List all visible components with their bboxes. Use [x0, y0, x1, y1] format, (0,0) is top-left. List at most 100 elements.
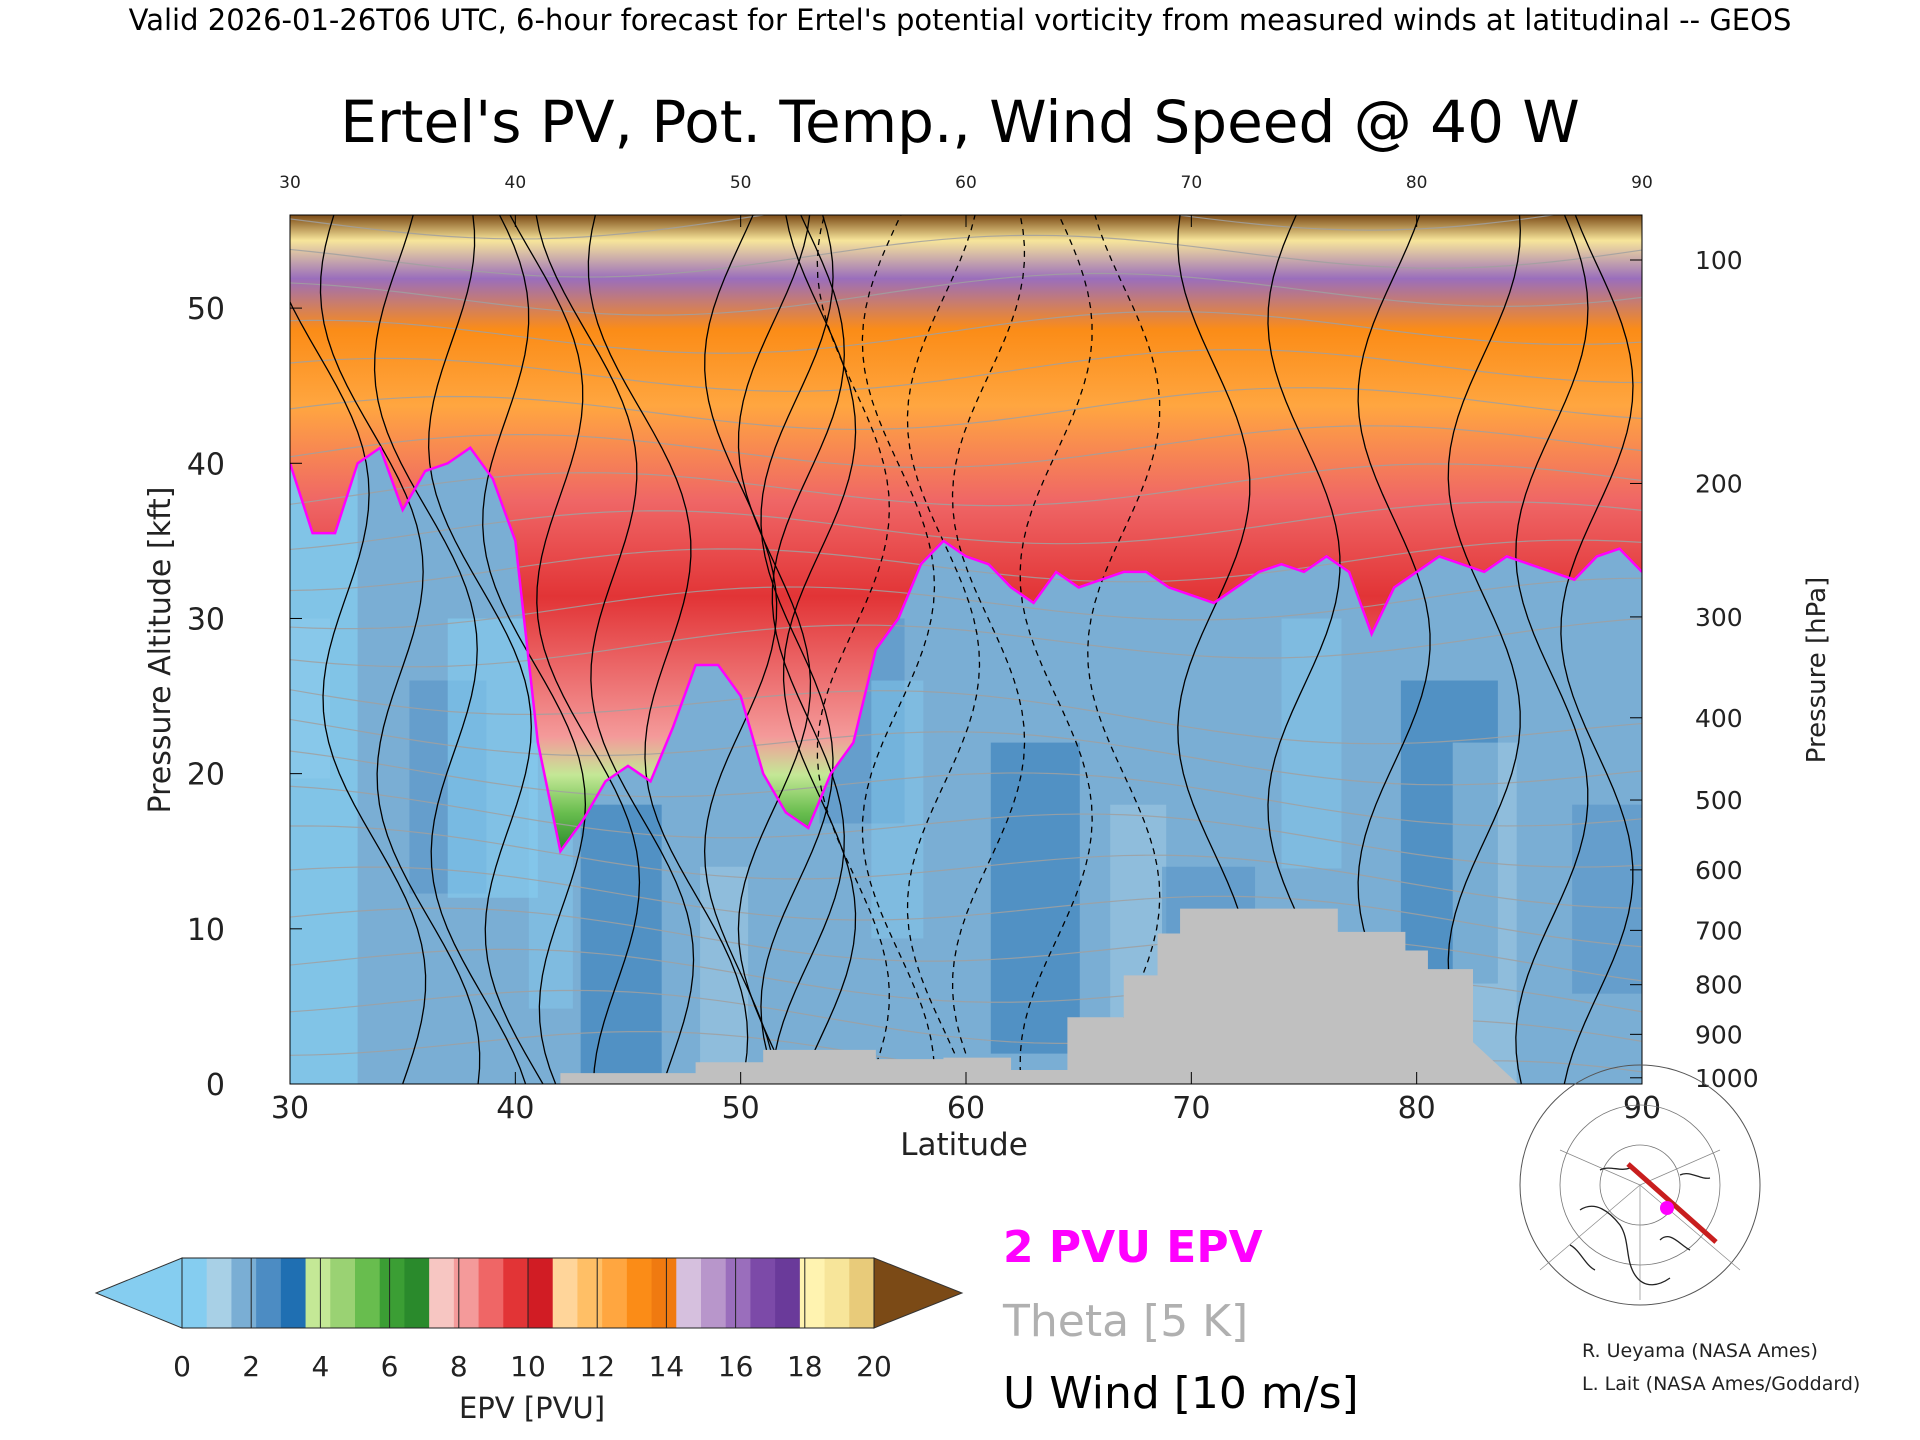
- troposphere-patch: [1281, 618, 1342, 869]
- colorbar-swatch: [503, 1258, 529, 1328]
- troposphere-patch: [990, 742, 1080, 1054]
- colorbar-under-arrow: [94, 1257, 183, 1329]
- u-wind-contour-line: [1087, 215, 1161, 1084]
- colorbar-tick-label: 16: [718, 1350, 754, 1383]
- troposphere-patch: [700, 866, 749, 1084]
- x-tick-label: 60: [947, 1091, 985, 1126]
- y-tick-label-left: 40: [187, 447, 225, 482]
- colorbar-swatch: [453, 1258, 480, 1328]
- theta-contour-line: [290, 272, 1642, 316]
- u-wind-contour-line: [1515, 215, 1589, 1084]
- colorbar-swatch: [775, 1258, 801, 1328]
- y-tick-label-left: 30: [187, 602, 225, 637]
- troposphere-patch: [1572, 804, 1642, 994]
- theta-contour-line: [290, 825, 1642, 909]
- y-tick-label-right: 300: [1695, 603, 1743, 632]
- u-wind-contour-line: [861, 215, 936, 1084]
- theta-contour-line: [290, 617, 1642, 668]
- colorbar-swatch: [701, 1258, 727, 1328]
- colorbar-tick-label: 8: [450, 1350, 468, 1383]
- tropopause-2pvu-line: [290, 445, 1642, 855]
- theta-contour-line: [290, 907, 1642, 982]
- colorbar-swatch: [206, 1258, 232, 1328]
- colorbar-swatch: [478, 1258, 504, 1328]
- colorbar-tick-label: 14: [649, 1350, 685, 1383]
- colorbar-swatch: [429, 1258, 455, 1328]
- colorbar-tick-label: 0: [173, 1350, 191, 1383]
- x-tick-label: 90: [1623, 1091, 1661, 1126]
- colorbar-swatch: [676, 1258, 702, 1328]
- u-wind-contour-line: [587, 215, 749, 1084]
- troposphere-patch: [871, 680, 924, 939]
- legend-entry-2pvu: 2 PVU EPV: [1003, 1222, 1263, 1273]
- u-wind-contour-line: [703, 215, 778, 1084]
- theta-contour-line: [290, 215, 1558, 240]
- colorbar-tick-label: 6: [381, 1350, 399, 1383]
- u-wind-contour-line: [760, 215, 834, 1084]
- y-tick-label-left: 20: [187, 758, 225, 793]
- colorbar-swatch: [182, 1258, 208, 1328]
- x-tick-label: 30: [271, 1091, 309, 1126]
- y-tick-label-left: 10: [187, 913, 225, 948]
- polar-stereographic-map-icon: [1519, 1064, 1761, 1306]
- theta-contour-line: [290, 310, 1642, 354]
- theta-contour-line: [290, 689, 1642, 745]
- theta-contours: [290, 215, 1642, 1084]
- colorbar-swatch: [602, 1258, 628, 1328]
- colorbar: 0 2 4 6 8 10 12 14 16 18 20: [94, 1257, 964, 1383]
- u-wind-contour-line: [509, 215, 641, 1084]
- colorbar-swatch: [404, 1258, 430, 1328]
- inset-track-line: [1626, 1162, 1718, 1244]
- inset-location-marker: [1660, 1201, 1674, 1215]
- colorbar-swatch: [330, 1258, 356, 1328]
- x-tick-label-top: 50: [730, 173, 752, 193]
- u-wind-contour-line: [1447, 215, 1521, 1084]
- u-wind-contour-line: [319, 215, 481, 1084]
- theta-contour-line: [290, 387, 1642, 431]
- theta-contour-line: [290, 785, 1642, 868]
- y-tick-label-right: 1000: [1695, 1064, 1759, 1093]
- x-tick-label-top: 40: [505, 173, 527, 193]
- colorbar-swatch: [725, 1258, 751, 1328]
- terrain-mask: [290, 908, 1519, 1084]
- y-tick-label-right: 800: [1695, 971, 1743, 1000]
- troposphere-patch: [1400, 680, 1498, 984]
- colorbar-label: EPV [PVU]: [459, 1391, 605, 1425]
- x-tick-label-top: 90: [1631, 173, 1653, 193]
- x-tick-label: 80: [1398, 1091, 1436, 1126]
- troposphere-patch: [580, 804, 662, 1084]
- colorbar-tick-label: 12: [579, 1350, 615, 1383]
- chart-title: Ertel's PV, Pot. Temp., Wind Speed @ 40 …: [340, 88, 1580, 156]
- colorbar-swatch: [849, 1258, 875, 1328]
- header-caption: Valid 2026-01-26T06 UTC, 6-hour forecast…: [129, 3, 1792, 37]
- y-axis-label-left: Pressure Altitude [kft]: [143, 487, 178, 814]
- x-tick-label-top: 70: [1181, 173, 1203, 193]
- y-tick-label-right: 500: [1695, 786, 1743, 815]
- colorbar-swatch: [577, 1258, 603, 1328]
- u-wind-contour-line: [1560, 215, 1634, 1084]
- colorbar-tick-label: 4: [311, 1350, 329, 1383]
- credit-line-1: R. Ueyama (NASA Ames): [1582, 1340, 1818, 1362]
- colorbar-swatch: [651, 1258, 677, 1328]
- y-tick-label-right: 200: [1695, 469, 1743, 498]
- colorbar-tick-label: 10: [510, 1350, 546, 1383]
- colorbar-tick-label: 18: [787, 1350, 823, 1383]
- u-wind-contour-line: [906, 215, 981, 1084]
- y-tick-label-right: 900: [1695, 1020, 1743, 1049]
- theta-contour-line: [290, 750, 1642, 827]
- legend-entry-theta: Theta [5 K]: [1002, 1296, 1248, 1347]
- colorbar-swatch: [528, 1258, 554, 1328]
- theta-contour-line: [290, 463, 1642, 507]
- colorbar-swatch: [626, 1258, 653, 1328]
- plot-area: [290, 215, 1642, 1084]
- colorbar-swatch: [379, 1258, 405, 1328]
- y-tick-label-right: 700: [1695, 916, 1743, 945]
- legend-entry-uwind: U Wind [10 m/s]: [1003, 1368, 1359, 1419]
- x-tick-label: 70: [1172, 1091, 1210, 1126]
- colorbar-over-arrow: [873, 1257, 964, 1329]
- u-wind-contour-line: [951, 215, 1026, 1084]
- theta-contour-line: [290, 234, 1642, 278]
- u-wind-contour-line: [1019, 215, 1093, 1084]
- colorbar-swatch: [305, 1258, 331, 1328]
- theta-contour-line: [290, 539, 1642, 592]
